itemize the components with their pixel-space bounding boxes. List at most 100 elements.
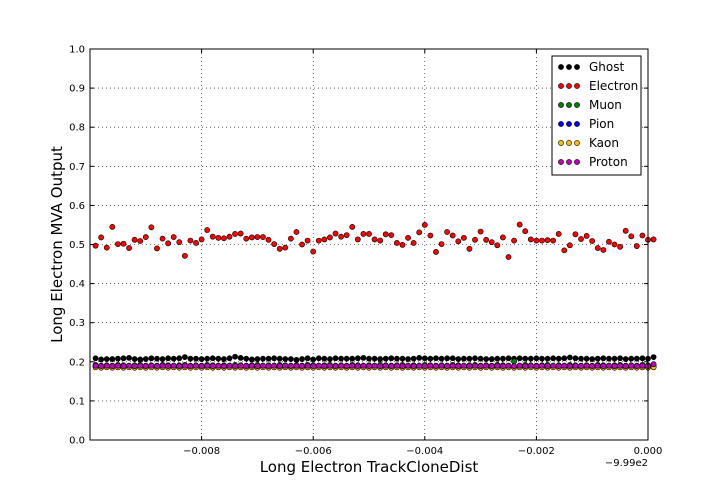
data-point-ghost bbox=[494, 355, 501, 362]
data-point-electron bbox=[617, 243, 623, 250]
data-point-ghost bbox=[126, 354, 132, 361]
data-point-electron bbox=[539, 237, 545, 244]
data-point-ghost bbox=[650, 354, 657, 361]
data-point-electron bbox=[181, 252, 188, 259]
data-point-ghost bbox=[204, 355, 211, 362]
data-point-ghost bbox=[349, 355, 356, 362]
data-point-ghost bbox=[449, 355, 456, 362]
legend-marker-ghost bbox=[558, 64, 564, 70]
data-point-electron bbox=[449, 232, 456, 239]
data-point-ghost bbox=[410, 355, 417, 362]
data-point-electron bbox=[327, 234, 333, 241]
data-point-proton bbox=[282, 362, 289, 369]
data-point-ghost bbox=[500, 355, 506, 362]
data-point-electron bbox=[494, 242, 501, 249]
legend-marker-muon bbox=[574, 102, 580, 108]
data-point-proton bbox=[321, 363, 328, 369]
data-point-proton bbox=[137, 362, 144, 369]
data-point-proton bbox=[572, 362, 579, 369]
data-point-electron bbox=[550, 237, 557, 244]
legend-marker-proton bbox=[558, 159, 564, 165]
data-point-electron bbox=[438, 241, 445, 248]
data-point-ghost bbox=[589, 356, 596, 362]
data-point-electron bbox=[466, 245, 473, 252]
data-point-proton bbox=[103, 362, 110, 369]
data-point-proton bbox=[483, 362, 490, 369]
data-point-electron bbox=[137, 238, 144, 244]
data-point-ghost bbox=[304, 355, 311, 362]
data-point-ghost bbox=[460, 355, 467, 362]
data-point-electron bbox=[527, 236, 534, 243]
data-point-electron bbox=[405, 234, 411, 241]
data-point-proton bbox=[438, 362, 445, 369]
data-point-ghost bbox=[466, 355, 473, 362]
data-point-proton bbox=[271, 362, 278, 369]
data-point-ghost bbox=[522, 355, 529, 362]
data-point-proton bbox=[154, 363, 160, 369]
data-point-proton bbox=[131, 363, 138, 369]
data-point-electron bbox=[522, 228, 529, 235]
data-point-electron bbox=[271, 241, 278, 248]
x-tick-label: −0.006 bbox=[295, 446, 332, 457]
data-point-electron bbox=[555, 231, 562, 237]
data-point-electron bbox=[154, 245, 160, 252]
data-point-electron bbox=[433, 249, 439, 255]
data-point-proton bbox=[265, 363, 272, 369]
data-point-proton bbox=[561, 362, 568, 369]
data-point-ghost bbox=[622, 356, 629, 362]
data-point-ghost bbox=[115, 355, 121, 362]
legend-marker-proton bbox=[566, 159, 572, 165]
data-point-proton bbox=[209, 363, 216, 369]
y-tick-label: 0.1 bbox=[69, 396, 85, 407]
data-point-proton bbox=[589, 363, 596, 369]
data-point-electron bbox=[639, 232, 646, 239]
data-point-ghost bbox=[399, 355, 406, 362]
data-point-proton bbox=[232, 363, 238, 369]
data-point-electron bbox=[382, 231, 389, 238]
legend-marker-pion bbox=[558, 121, 564, 127]
data-point-ghost bbox=[433, 355, 439, 362]
data-point-ghost bbox=[472, 355, 478, 362]
data-point-proton bbox=[455, 363, 462, 369]
data-point-electron bbox=[338, 233, 344, 240]
y-tick-label: 0.5 bbox=[69, 240, 85, 251]
data-point-electron bbox=[310, 248, 317, 255]
data-point-electron bbox=[416, 229, 423, 236]
data-point-ghost bbox=[527, 355, 534, 362]
data-point-ghost bbox=[148, 355, 155, 362]
data-point-proton bbox=[198, 363, 205, 369]
data-point-electron bbox=[170, 234, 177, 240]
data-point-proton bbox=[215, 362, 222, 369]
data-point-proton bbox=[254, 363, 261, 369]
y-tick-label: 1.0 bbox=[69, 45, 85, 56]
data-point-ghost bbox=[154, 355, 160, 362]
data-point-ghost bbox=[209, 355, 216, 362]
data-point-electron bbox=[304, 237, 311, 244]
data-point-ghost bbox=[254, 356, 261, 362]
data-point-electron bbox=[427, 232, 434, 239]
data-point-proton bbox=[371, 362, 378, 369]
data-point-electron bbox=[198, 236, 205, 243]
data-point-proton bbox=[611, 363, 618, 369]
data-point-proton bbox=[410, 363, 417, 369]
data-point-ghost bbox=[611, 355, 618, 362]
data-point-ghost bbox=[265, 355, 272, 362]
data-point-ghost bbox=[103, 356, 110, 362]
data-point-ghost bbox=[321, 355, 328, 362]
legend-label-muon: Muon bbox=[589, 98, 622, 112]
data-point-ghost bbox=[276, 355, 283, 362]
data-point-electron bbox=[583, 232, 590, 239]
data-point-electron bbox=[399, 241, 406, 248]
series-ghost bbox=[92, 353, 657, 363]
data-point-electron bbox=[165, 240, 172, 247]
data-point-proton bbox=[360, 362, 367, 369]
legend-marker-proton bbox=[574, 159, 580, 165]
data-point-ghost bbox=[483, 356, 490, 362]
data-point-proton bbox=[539, 362, 545, 369]
data-point-proton bbox=[187, 363, 194, 369]
data-point-ghost bbox=[639, 355, 646, 362]
data-point-proton bbox=[511, 363, 517, 369]
data-point-electron bbox=[578, 236, 584, 242]
data-point-proton bbox=[304, 362, 311, 369]
data-point-ghost bbox=[516, 355, 523, 362]
